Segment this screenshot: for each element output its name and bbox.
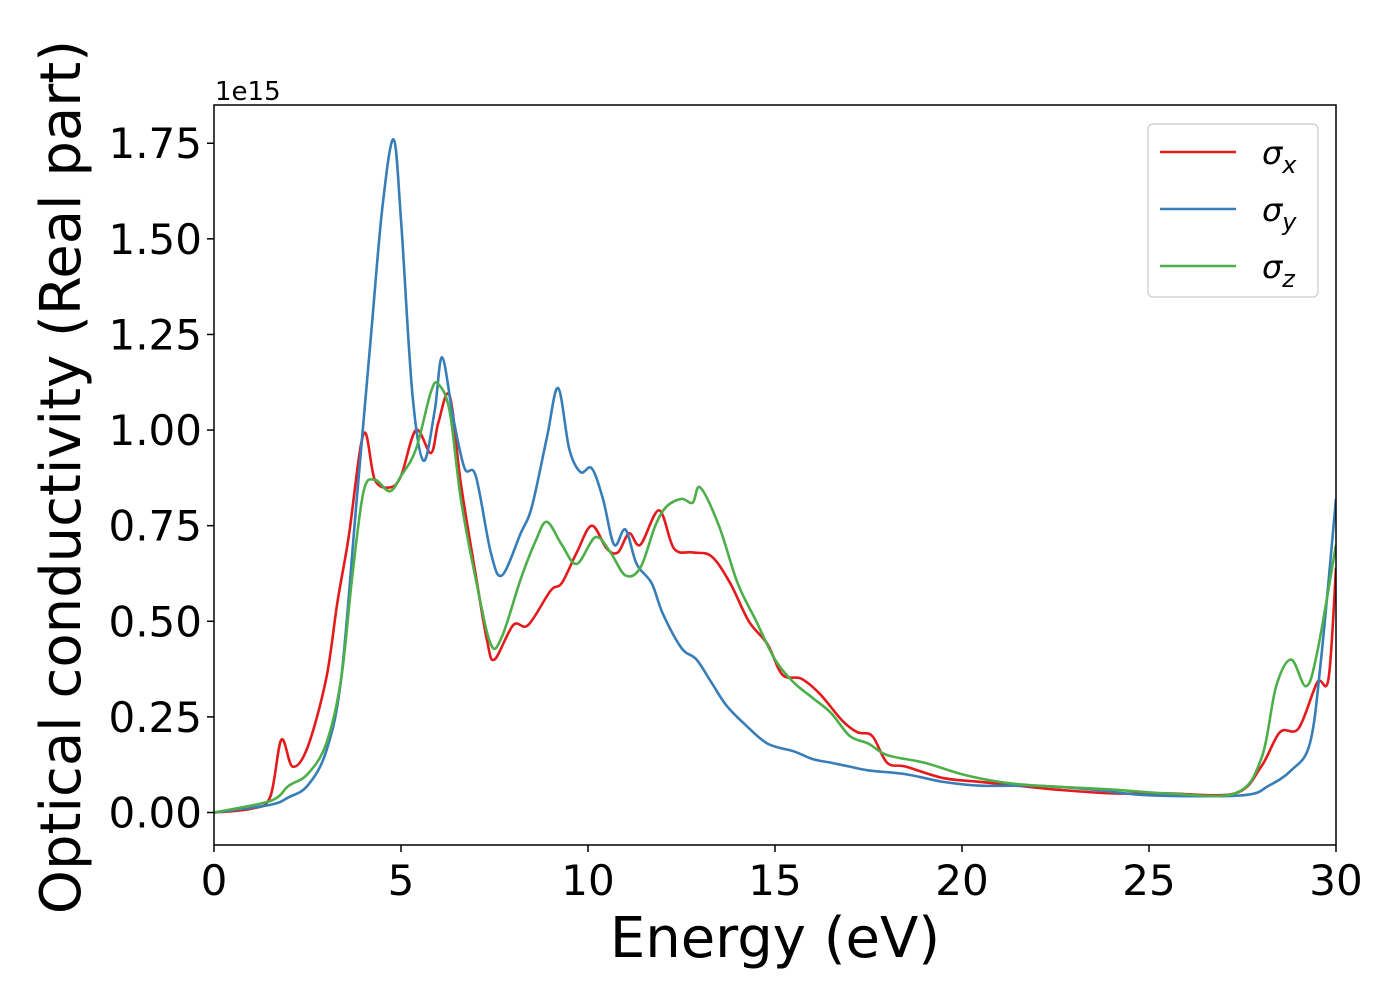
y-tick-label: 1.75 [108,119,202,168]
legend-label-sigma-z: σz [1262,248,1296,293]
x-tick-label: 10 [561,856,614,905]
x-tick-label: 20 [935,856,988,905]
y-tick-label: 0.50 [108,597,202,646]
legend-label-sigma-x: σx [1262,134,1297,179]
y-axis-ticks: 0.00 0.25 0.50 0.75 1.00 1.25 1.50 1.75 [108,119,214,837]
series-line-sigma-y [214,138,1336,814]
x-tick-label: 15 [748,856,801,905]
series-line-sigma-z [214,381,1336,814]
y-offset-label: 1e15 [215,77,281,107]
x-tick-label: 25 [1122,856,1175,905]
x-tick-label: 30 [1309,856,1362,905]
legend-label-sigma-y: σy [1262,191,1297,236]
y-tick-label: 0.25 [108,693,202,742]
y-tick-label: 1.25 [108,310,202,359]
x-axis-label: Energy (eV) [610,906,940,971]
x-tick-label: 5 [388,856,415,905]
y-tick-label: 1.50 [108,215,202,264]
x-axis-ticks: 0 5 10 15 20 25 30 [201,845,1363,905]
plot-area [214,138,1336,814]
legend-box [1147,123,1319,298]
y-axis-label: Optical conductivity (Real part) [29,40,94,914]
series-line-sigma-x [214,392,1336,814]
y-tick-label: 0.00 [108,788,202,837]
x-tick-label: 0 [201,856,228,905]
y-tick-label: 1.00 [108,406,202,455]
legend: σx σy σz [1147,123,1319,298]
y-tick-label: 0.75 [108,502,202,551]
